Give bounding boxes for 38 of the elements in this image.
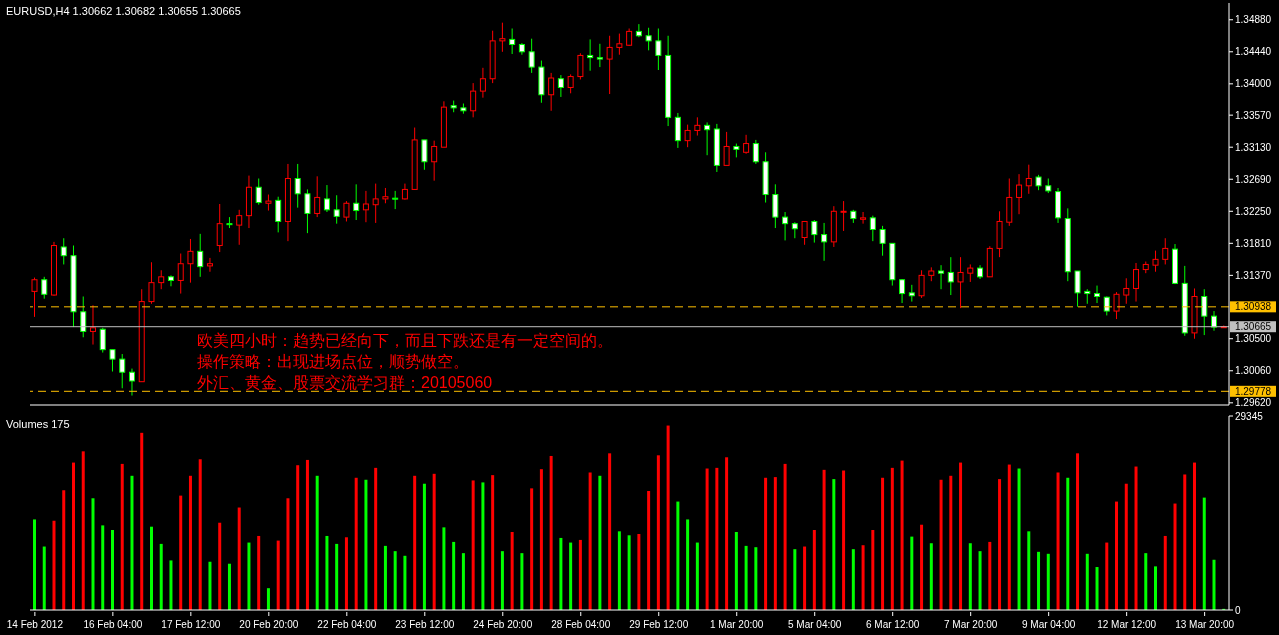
x-tick-label: 14 Feb 2012	[6, 619, 64, 630]
y-tick-label: 1.34880	[1235, 14, 1272, 26]
x-tick-label: 5 Mar 04:00	[788, 619, 842, 630]
chart-title: EURUSD,H4 1.30662 1.30682 1.30655 1.30665	[6, 5, 241, 17]
y-tick-label: 1.29620	[1235, 397, 1272, 409]
y-tick-label: 1.33570	[1235, 109, 1272, 121]
x-tick-label: 6 Mar 12:00	[866, 619, 920, 630]
x-tick-label: 29 Feb 12:00	[629, 619, 689, 630]
x-tick-label: 12 Mar 12:00	[1097, 619, 1157, 630]
annotation: 外汇、黄金、股票交流学习群：20105060	[197, 373, 493, 393]
x-tick-label: 24 Feb 20:00	[473, 619, 533, 630]
y-tick-label: 1.31370	[1235, 269, 1272, 281]
x-tick-label: 16 Feb 04:00	[83, 619, 143, 630]
y-tick-label: 1.31810	[1235, 237, 1272, 249]
y-tick-label: 1.34000	[1235, 78, 1272, 90]
x-tick-label: 17 Feb 12:00	[161, 619, 221, 630]
annotation: 欧美四小时：趋势已经向下，而且下跌还是有一定空间的。	[197, 331, 613, 351]
x-tick-label: 23 Feb 12:00	[395, 619, 455, 630]
x-tick-label: 9 Mar 04:00	[1021, 619, 1076, 630]
x-tick-label: 7 Mar 20:00	[943, 619, 998, 630]
y-tick-label: 1.32690	[1235, 173, 1272, 185]
y-tick-label: 0	[1235, 604, 1241, 616]
ref-line-label: 1.30938	[1234, 301, 1272, 313]
ref-line-label: 1.30665	[1234, 321, 1272, 333]
y-tick-label: 29345	[1235, 410, 1264, 422]
x-tick-label: 1 Mar 20:00	[710, 619, 764, 630]
annotation: 操作策略：出现进场点位，顺势做空。	[197, 352, 469, 372]
y-tick-label: 1.34440	[1235, 46, 1272, 58]
x-tick-label: 28 Feb 04:00	[551, 619, 611, 630]
y-tick-label: 1.33130	[1235, 141, 1272, 153]
chart-title: Volumes 175	[6, 418, 70, 430]
x-tick-label: 22 Feb 04:00	[317, 619, 377, 630]
y-tick-label: 1.32250	[1235, 205, 1272, 217]
ref-line-label: 1.29778	[1234, 385, 1272, 397]
y-tick-label: 1.30060	[1235, 365, 1272, 377]
x-tick-label: 13 Mar 20:00	[1175, 619, 1235, 630]
y-tick-label: 1.30500	[1235, 333, 1272, 345]
x-tick-label: 20 Feb 20:00	[239, 619, 299, 630]
